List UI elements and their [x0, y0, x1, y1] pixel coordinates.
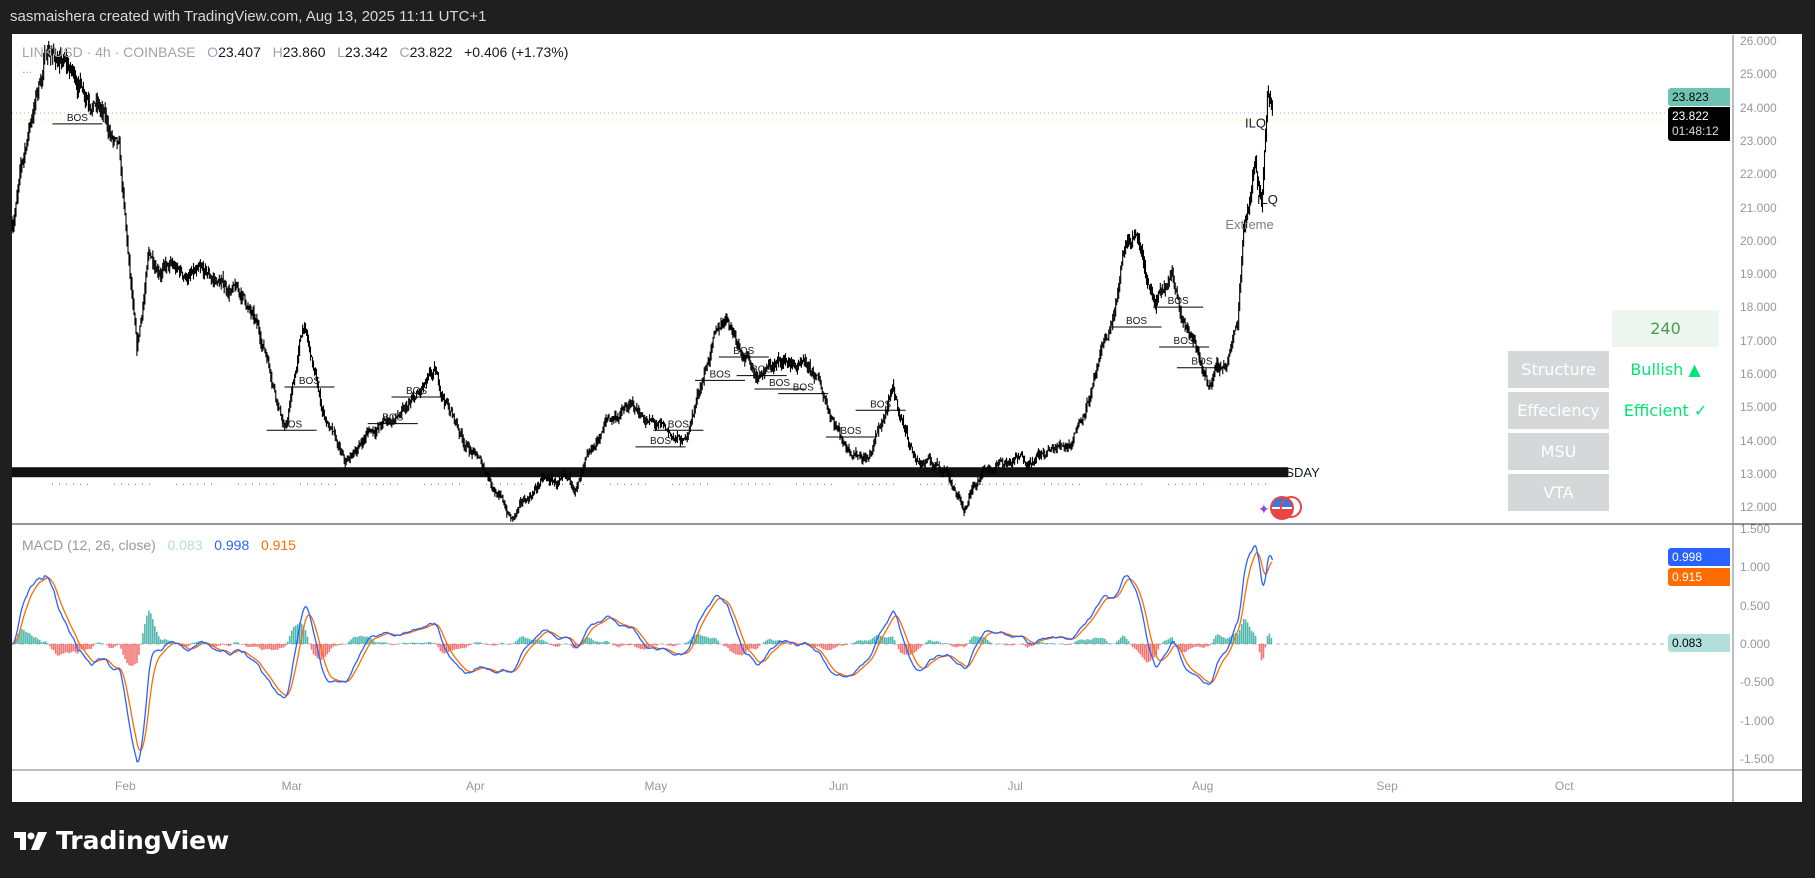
- bid-price-tag: 23.823: [1668, 88, 1730, 106]
- table-label-structure: Structure: [1508, 351, 1609, 388]
- macd-tick: 1.500: [1740, 521, 1771, 536]
- annotation-bos: BOS: [870, 399, 891, 410]
- change-value: +0.406 (+1.73%): [464, 44, 569, 60]
- price-tick: 24.000: [1740, 100, 1777, 115]
- price-tick: 26.000: [1740, 34, 1777, 48]
- table-value-structure: Bullish ▲: [1630, 360, 1701, 379]
- price-tick: 25.000: [1740, 67, 1777, 82]
- annotation-bos: BOS: [650, 436, 671, 447]
- annotation-bos: BOS: [1126, 316, 1147, 327]
- price-tick: 12.000: [1740, 500, 1777, 515]
- close-value: 23.822: [409, 44, 453, 60]
- annotation-bos: BOS: [281, 419, 302, 430]
- close-label: C: [399, 44, 410, 60]
- band-label: SDAY: [1285, 465, 1320, 480]
- macd-title[interactable]: MACD (12, 26, close): [22, 537, 156, 553]
- annotation-bos: BOS: [709, 369, 730, 380]
- annotation-bos: BOS: [769, 378, 790, 389]
- macd-tick: -1.500: [1740, 752, 1775, 767]
- attribution-text: sasmaishera created with TradingView.com…: [10, 8, 487, 25]
- tradingview-logo-icon: [14, 831, 47, 850]
- macd-signal-line: [11, 552, 1273, 752]
- low-label: L: [337, 44, 345, 60]
- macd-plot: [11, 544, 1274, 763]
- time-tick: Jul: [1007, 779, 1023, 793]
- chart-frame: [12, 35, 1802, 802]
- symbol-legend: LINKUSD · 4h · COINBASE O23.407 H23.860 …: [22, 44, 568, 76]
- chart-panel[interactable]: [12, 34, 1802, 802]
- open-value: 23.407: [218, 44, 261, 60]
- tradingview-logo[interactable]: TradingView: [14, 826, 229, 855]
- macd-tick: 0.500: [1740, 598, 1771, 613]
- price-tick: 13.000: [1740, 466, 1777, 481]
- histogram-tag: 0.083: [1668, 634, 1730, 652]
- macd-hist-value: 0.083: [167, 537, 203, 553]
- time-tick: Feb: [115, 779, 136, 793]
- level-band: SDAY: [12, 465, 1320, 485]
- annotation-bos: BOS: [382, 413, 403, 424]
- price-tick: 18.000: [1740, 300, 1777, 315]
- price-tick: 15.000: [1740, 400, 1777, 415]
- annotation-bos: BOS: [406, 386, 427, 397]
- macd-tick: 1.000: [1740, 560, 1771, 575]
- annotation-bos: BOS: [668, 419, 689, 430]
- time-tick: Oct: [1554, 779, 1574, 793]
- events-icon[interactable]: ✦: [1258, 496, 1302, 520]
- time-tick: May: [644, 779, 668, 793]
- price-tick: 23.000: [1740, 133, 1777, 148]
- price-tick: 14.000: [1740, 433, 1777, 448]
- annotation-bos: BOS: [733, 346, 754, 357]
- macd-signal-value: 0.915: [260, 537, 296, 553]
- legend-more-button[interactable]: ...: [22, 62, 33, 76]
- annotation-bos: BOS: [1168, 296, 1189, 307]
- macd-line: [11, 544, 1274, 763]
- last-price: 23.822: [1672, 109, 1709, 123]
- annotation-bos: BOS: [299, 376, 320, 387]
- price-tick: 19.000: [1740, 267, 1777, 282]
- price-tick: 20.000: [1740, 233, 1777, 248]
- bar-countdown: 01:48:12: [1672, 124, 1719, 138]
- macd-tick: -1.000: [1740, 713, 1775, 728]
- macd-legend: MACD (12, 26, close) 0.083 0.998 0.915: [22, 537, 296, 553]
- annotation-ilq: ILQ: [1245, 116, 1266, 131]
- macd-tick: -0.500: [1740, 675, 1775, 690]
- table-value-efficiency: Efficient ✓: [1623, 401, 1708, 420]
- candles: [11, 40, 1273, 522]
- time-tick: Apr: [466, 779, 485, 793]
- annotation-extreme: Extreme: [1225, 217, 1273, 232]
- price-tick: 21.000: [1740, 200, 1777, 215]
- level-band-rect: [12, 467, 1289, 478]
- table-timeframe: 240: [1612, 310, 1719, 347]
- time-tick: Jun: [829, 779, 849, 793]
- annotation-ilq: ILQ: [1257, 192, 1278, 207]
- macd-line-value: 0.998: [214, 537, 250, 553]
- price-tick: 17.000: [1740, 333, 1777, 348]
- table-label-msu: MSU: [1508, 433, 1609, 470]
- symbol-info[interactable]: LINKUSD · 4h · COINBASE: [22, 44, 196, 60]
- annotation-bos: BOS: [840, 426, 861, 437]
- annotation-bos: BOS: [67, 113, 88, 124]
- open-label: O: [207, 44, 219, 60]
- signal-line-tag: 0.915: [1668, 568, 1730, 586]
- annotation-bos: BOS: [793, 383, 814, 394]
- macd-line-tag: 0.998: [1668, 548, 1730, 566]
- price-tick: 16.000: [1740, 367, 1777, 381]
- price-tick: 22.000: [1740, 167, 1777, 182]
- low-value: 23.342: [344, 44, 388, 60]
- annotation-bos: BOS: [1191, 357, 1212, 368]
- high-label: H: [272, 44, 283, 60]
- table-label-vta: VTA: [1508, 474, 1609, 511]
- annotation-bos: BOS: [751, 365, 772, 376]
- macd-tick: 0.000: [1740, 637, 1771, 651]
- table-label-efficiency: Effeciency: [1508, 392, 1609, 429]
- logo-text: TradingView: [56, 826, 230, 855]
- time-tick: Mar: [281, 779, 303, 793]
- time-tick: Aug: [1191, 779, 1214, 793]
- last-price-tag: 23.822 01:48:12: [1668, 107, 1730, 141]
- high-value: 23.860: [282, 44, 326, 60]
- annotation-bos: BOS: [1174, 336, 1195, 347]
- time-tick: Sep: [1376, 779, 1398, 793]
